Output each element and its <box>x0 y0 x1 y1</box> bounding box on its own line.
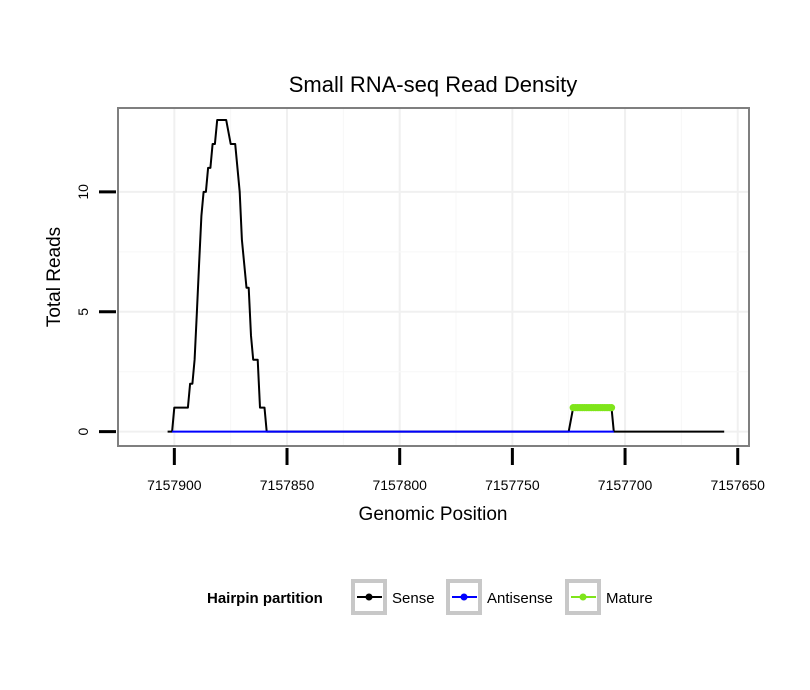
x-tick-label: 7157800 <box>372 477 427 493</box>
y-axis: 0 5 10 <box>75 184 116 435</box>
x-tick-label: 7157650 <box>710 477 765 493</box>
y-tick-label: 0 <box>75 427 91 435</box>
legend-label-mature: Mature <box>606 590 653 607</box>
plot-border <box>117 107 750 447</box>
legend-point-sense <box>365 593 373 601</box>
legend-item-mature: Mature <box>565 579 653 615</box>
x-tick-label: 7157750 <box>485 477 540 493</box>
legend-title: Hairpin partition <box>207 590 323 607</box>
legend-label-sense: Sense <box>392 590 435 607</box>
plot-panel <box>118 108 749 446</box>
y-tick-label: 10 <box>75 184 91 200</box>
y-axis-title: Total Reads <box>44 227 65 327</box>
chart-title: Small RNA-seq Read Density <box>289 72 578 97</box>
legend-point-antisense <box>460 593 468 601</box>
legend-label-antisense: Antisense <box>487 590 553 607</box>
x-tick-label: 7157700 <box>598 477 653 493</box>
legend-point-mature <box>579 593 587 601</box>
legend: Hairpin partition Sense Antisense Mature <box>207 579 653 615</box>
y-tick-label: 5 <box>75 308 91 316</box>
data-series <box>167 119 725 433</box>
x-axis: 7157900 7157850 7157800 7157750 7157700 71576… <box>147 448 765 493</box>
legend-item-antisense: Antisense <box>446 579 553 615</box>
x-tick-label: 7157900 <box>147 477 202 493</box>
x-tick-label: 7157850 <box>260 477 315 493</box>
series-point-mature <box>607 404 616 412</box>
legend-item-sense: Sense <box>351 579 435 615</box>
x-axis-title: Genomic Position <box>359 504 508 525</box>
